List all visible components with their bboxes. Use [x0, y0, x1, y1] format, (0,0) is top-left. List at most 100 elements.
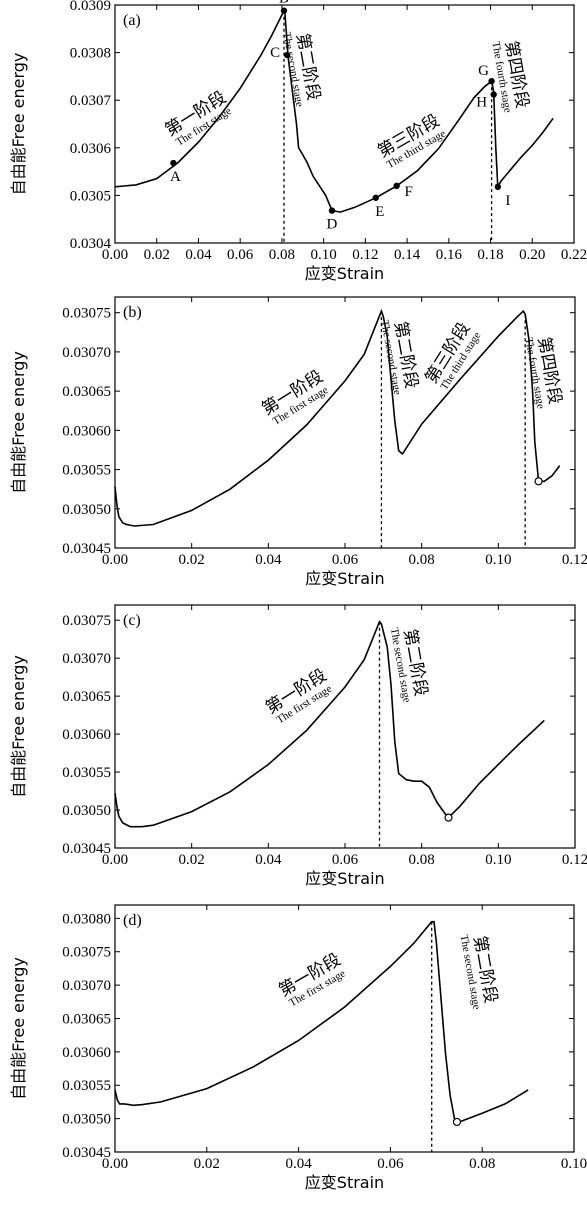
- y-tick-label: 0.03055: [62, 765, 111, 781]
- x-tick-label: 0.10: [561, 1156, 587, 1172]
- panel-label: (d): [123, 912, 142, 929]
- x-tick-label: 0.12: [352, 247, 378, 263]
- point-label-b: B: [279, 0, 289, 7]
- x-axis-title: 应变Strain: [305, 264, 384, 283]
- y-tick-label: 0.0307: [70, 93, 112, 109]
- y-axis-title: 自由能Free energy: [9, 655, 28, 798]
- plot-frame: [114, 296, 576, 549]
- x-tick-label: 0.06: [227, 247, 254, 263]
- point-marker-a: [170, 159, 177, 167]
- y-tick-label: 0.03065: [62, 384, 111, 400]
- point-label-d: D: [327, 217, 338, 233]
- x-tick-label: 0.12: [562, 552, 587, 568]
- point-marker-f: [393, 182, 400, 190]
- x-tick-label: 0.10: [485, 852, 511, 868]
- y-tick-label: 0.03075: [62, 945, 111, 961]
- x-tick-label: 0.16: [436, 247, 463, 263]
- panel-label: (a): [123, 12, 141, 29]
- x-tick-label: 0.04: [285, 1156, 312, 1172]
- plot-frame: [114, 604, 576, 849]
- point-label-g: G: [478, 63, 489, 79]
- open-point-marker: [452, 1117, 462, 1127]
- y-tick-label: 0.03070: [62, 651, 111, 667]
- x-axis-title: 应变Strain: [305, 869, 384, 888]
- plot-frame: [114, 4, 575, 244]
- panel-label: (b): [123, 304, 142, 321]
- x-tick-label: 0.04: [255, 852, 282, 868]
- y-tick-label: 0.03075: [62, 306, 111, 322]
- x-tick-label: 0.08: [269, 247, 295, 263]
- point-marker-c: [283, 51, 291, 59]
- chart-panel-b: 0.00 0.02 0.04 0.06 0.08 0.10 0.12 0.03045 0.030…: [9, 296, 587, 588]
- free-energy-line: [114, 308, 561, 527]
- y-tick-label: 0.03045: [62, 841, 111, 857]
- y-tick-label: 0.0306: [70, 141, 112, 157]
- x-tick-label: 0.12: [562, 852, 587, 868]
- x-axis-title: 应变Strain: [305, 1173, 384, 1192]
- point-marker-i: [494, 183, 502, 191]
- y-tick-label: 0.03050: [62, 502, 111, 518]
- chart-panel-d: 0.00 0.02 0.04 0.06 0.08 0.10 0.03045 0.03050 0.…: [9, 904, 587, 1192]
- point-marker-e: [372, 194, 379, 201]
- x-tick-label: 0.04: [255, 552, 282, 568]
- x-tick-label: 0.06: [332, 852, 359, 868]
- y-tick-label: 0.03060: [62, 423, 111, 439]
- y-tick-label: 0.03050: [62, 803, 111, 819]
- x-axis-title: 应变Strain: [305, 569, 384, 588]
- point-label-e: E: [375, 204, 384, 220]
- y-axis-title: 自由能Free energy: [9, 957, 28, 1100]
- y-tick-label: 0.03065: [62, 689, 111, 705]
- x-tick-label: 0.08: [469, 1156, 495, 1172]
- x-tick-label: 0.02: [194, 1156, 220, 1172]
- point-marker-b: [280, 7, 288, 14]
- y-tick-label: 0.03070: [62, 345, 111, 361]
- chart-panel-c: 0.00 0.02 0.04 0.06 0.08 0.10 0.12 0.03045 0.030…: [9, 604, 587, 888]
- x-tick-label: 0.22: [561, 247, 587, 263]
- x-tick-label: 0.00: [102, 852, 128, 868]
- point-label-c: C: [270, 45, 280, 61]
- x-tick-label: 0.08: [409, 852, 435, 868]
- plot-frame: [114, 904, 575, 1153]
- y-axis-title: 自由能Free energy: [9, 351, 28, 494]
- x-tick-label: 0.18: [477, 247, 503, 263]
- free-energy-line: [114, 620, 545, 828]
- y-tick-label: 0.03080: [62, 911, 111, 927]
- y-tick-label: 0.03045: [62, 1145, 111, 1161]
- x-tick-label: 0.06: [332, 552, 359, 568]
- y-tick-label: 0.03060: [62, 1045, 111, 1061]
- x-tick-label: 0.20: [519, 247, 545, 263]
- x-tick-label: 0.04: [185, 247, 212, 263]
- point-label-h: H: [476, 94, 487, 110]
- point-marker-d: [328, 207, 336, 214]
- x-tick-label: 0.10: [485, 552, 511, 568]
- point-marker-g: [488, 77, 495, 85]
- y-tick-label: 0.0305: [70, 188, 111, 204]
- panel-label: (c): [123, 612, 141, 629]
- open-point-marker: [534, 477, 543, 486]
- point-label-i: I: [505, 193, 510, 209]
- x-tick-label: 0.00: [102, 1156, 128, 1172]
- y-axis-title: 自由能Free energy: [9, 53, 28, 196]
- y-tick-label: 0.03055: [62, 1078, 111, 1094]
- y-tick-label: 0.03075: [62, 613, 111, 629]
- y-tick-label: 0.03060: [62, 727, 111, 743]
- y-tick-label: 0.03055: [62, 463, 111, 479]
- y-tick-label: 0.03050: [62, 1112, 111, 1128]
- x-tick-label: 0.00: [102, 247, 128, 263]
- y-tick-label: 0.03070: [62, 978, 111, 994]
- y-tick-label: 0.0304: [70, 236, 112, 252]
- x-tick-label: 0.08: [409, 552, 435, 568]
- y-tick-label: 0.03065: [62, 1011, 111, 1027]
- x-tick-label: 0.02: [179, 552, 205, 568]
- x-tick-label: 0.02: [144, 247, 170, 263]
- x-tick-label: 0.06: [377, 1156, 404, 1172]
